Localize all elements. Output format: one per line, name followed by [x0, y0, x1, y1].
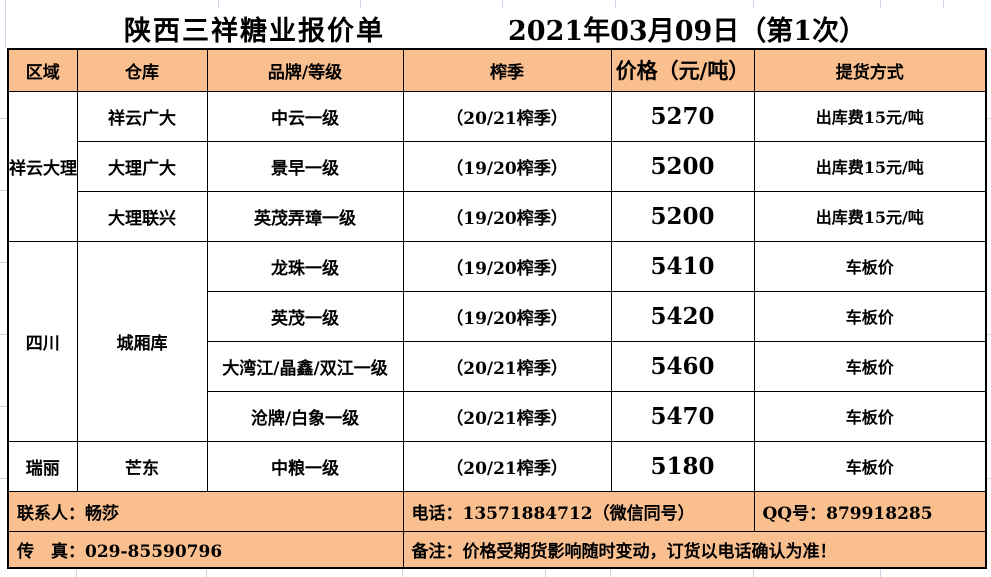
price-cell: 5200 — [610, 140, 755, 192]
warehouse-cell: 城厢库 — [76, 240, 208, 442]
warehouse-cell: 祥云广大 — [76, 90, 208, 142]
gridline — [753, 567, 754, 577]
report-date: 2021年03月09日（第1次） — [508, 15, 867, 47]
gridline — [880, 0, 881, 8]
season-cell: （20/21榨季） — [402, 390, 612, 442]
region-cell: 四川 — [7, 240, 78, 442]
price-cell: 5270 — [610, 90, 755, 142]
delivery-cell: 出库费15元/吨 — [753, 190, 987, 242]
header-row: 区域 仓库 品牌/等级 榨季 价格（元/吨） 提货方式 — [7, 48, 987, 92]
table-row: 大理联兴 英茂弄璋一级 （19/20榨季） 5200 出库费15元/吨 — [8, 190, 987, 242]
gridline — [0, 118, 7, 119]
gridline — [880, 567, 881, 577]
season-cell: （20/21榨季） — [402, 90, 612, 142]
region-cell: 瑞丽 — [7, 440, 78, 492]
brand-cell: 大湾江/晶鑫/双江一级 — [206, 340, 404, 392]
title-row: 陕西三祥糖业报价单 2021年03月09日（第1次） — [7, 8, 985, 48]
header-warehouse: 仓库 — [76, 48, 208, 92]
gridline — [0, 406, 7, 407]
season-cell: （20/21榨季） — [402, 340, 612, 392]
gridline — [402, 567, 403, 577]
gridline — [76, 567, 77, 577]
brand-cell: 英茂弄璋一级 — [206, 190, 404, 242]
season-cell: （20/21榨季） — [402, 440, 612, 492]
quote-table: 区域 仓库 品牌/等级 榨季 价格（元/吨） 提货方式 祥云大理 祥云广大 中云… — [7, 48, 987, 569]
season-cell: （19/20榨季） — [402, 190, 612, 242]
season-cell: （19/20榨季） — [402, 290, 612, 342]
gridline — [985, 478, 991, 479]
gridline — [206, 567, 207, 577]
qq-number: QQ号：879918285 — [753, 490, 987, 532]
page-title: 陕西三祥糖业报价单 — [124, 15, 385, 47]
delivery-cell: 车板价 — [753, 340, 987, 392]
table-row: 四川 城厢库 龙珠一级 （19/20榨季） 5410 车板价 — [7, 240, 987, 442]
delivery-cell: 车板价 — [753, 440, 987, 492]
gridline — [943, 0, 944, 8]
header-brand: 品牌/等级 — [206, 48, 404, 92]
gridline — [610, 567, 611, 577]
gridline — [545, 567, 546, 577]
delivery-cell: 出库费15元/吨 — [753, 90, 987, 142]
season-cell: （19/20榨季） — [402, 140, 612, 192]
gridline — [0, 478, 7, 479]
brand-cell: 沧牌/白象一级 — [206, 390, 404, 442]
gridline — [985, 334, 991, 335]
price-cell: 5180 — [610, 440, 755, 492]
table-row: 瑞丽 芒东 中粮一级 （20/21榨季） 5180 车板价 — [7, 440, 987, 492]
warehouse-cell: 芒东 — [76, 440, 208, 492]
price-cell: 5420 — [610, 290, 755, 342]
gridline — [753, 0, 754, 8]
contact-person: 联系人：畅莎 — [7, 490, 404, 532]
table-row: 英茂一级 （19/20榨季） 5420 车板价 — [8, 290, 987, 342]
season-cell: （19/20榨季） — [402, 240, 612, 292]
header-delivery: 提货方式 — [753, 48, 987, 92]
gridline — [5, 0, 6, 48]
header-season: 榨季 — [402, 48, 612, 92]
brand-cell: 中云一级 — [206, 90, 404, 142]
table-row: 大理广大 景早一级 （19/20榨季） 5200 出库费15元/吨 — [8, 140, 987, 192]
price-cell: 5410 — [610, 240, 755, 292]
gridline — [0, 334, 7, 335]
warehouse-cell: 大理广大 — [76, 140, 208, 192]
gridline — [502, 0, 503, 8]
brand-cell: 景早一级 — [206, 140, 404, 192]
delivery-cell: 车板价 — [753, 390, 987, 442]
gridline — [615, 0, 616, 8]
delivery-cell: 车板价 — [753, 290, 987, 342]
gridline — [0, 190, 7, 191]
gridline — [360, 0, 361, 8]
table-row: 祥云大理 祥云广大 中云一级 （20/21榨季） 5270 出库费15元/吨 — [7, 90, 987, 242]
fax-number: 传 真：029-85590796 — [7, 530, 404, 569]
brand-cell: 龙珠一级 — [206, 240, 404, 292]
brand-cell: 中粮一级 — [206, 440, 404, 492]
delivery-cell: 车板价 — [753, 240, 987, 292]
brand-cell: 英茂一级 — [206, 290, 404, 342]
footer-row-contact: 联系人：畅莎 电话：13571884712（微信同号） QQ号：87991828… — [7, 490, 987, 532]
region-cell: 祥云大理 — [7, 90, 78, 242]
price-cell: 5470 — [610, 390, 755, 442]
gridline — [0, 262, 7, 263]
header-price: 价格（元/吨） — [610, 48, 755, 92]
gridline — [985, 118, 991, 119]
price-cell: 5460 — [610, 340, 755, 392]
price-cell: 5200 — [610, 190, 755, 242]
delivery-cell: 出库费15元/吨 — [753, 140, 987, 192]
price-sheet: 陕西三祥糖业报价单 2021年03月09日（第1次） 区域 仓库 品牌/等级 榨… — [7, 8, 987, 569]
header-region: 区域 — [7, 48, 78, 92]
footer-row-note: 传 真：029-85590796 备注：价格受期货影响随时变动，订货以电话确认为… — [7, 530, 987, 569]
warehouse-cell: 大理联兴 — [76, 190, 208, 242]
remark-note: 备注：价格受期货影响随时变动，订货以电话确认为准！ — [402, 530, 987, 569]
gridline — [218, 0, 219, 8]
phone-number: 电话：13571884712（微信同号） — [402, 490, 755, 532]
